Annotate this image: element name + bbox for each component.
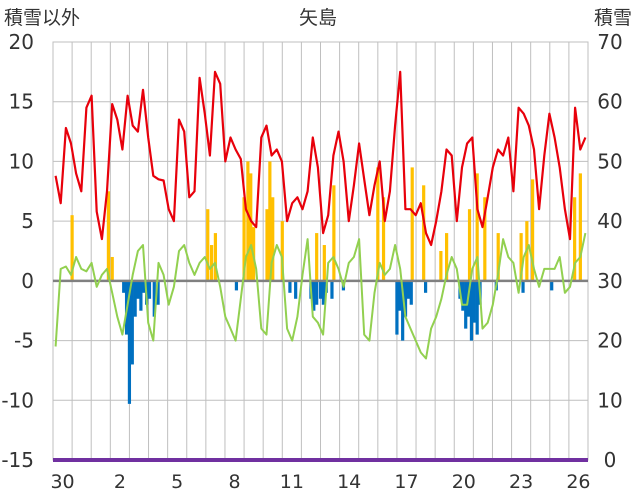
orange-bar <box>578 173 582 281</box>
x-tick-label: 8 <box>228 471 240 493</box>
blue-bar <box>521 280 525 293</box>
blue-bar <box>403 280 408 317</box>
orange-bar <box>249 173 253 281</box>
blue-bar <box>130 280 134 365</box>
orange-bar <box>496 233 500 281</box>
blue-bar <box>472 280 476 323</box>
chart-grid <box>52 41 589 461</box>
x-tick-label: 30 <box>50 471 74 493</box>
blue-bar <box>330 280 334 299</box>
orange-bar <box>106 191 111 281</box>
orange-bar <box>110 256 114 281</box>
orange-bar <box>445 233 449 281</box>
orange-bar <box>322 245 326 281</box>
blue-bar <box>152 280 156 317</box>
y-left-tick-label: 10 <box>9 149 34 173</box>
orange-bar <box>376 167 380 281</box>
orange-bar <box>381 197 386 281</box>
y-right-tick-label: 60 <box>597 90 622 114</box>
orange-bar <box>530 179 535 281</box>
blue-bar <box>398 280 402 311</box>
blue-bar <box>127 280 132 404</box>
blue-bar <box>133 280 137 317</box>
green-series-line <box>54 232 587 360</box>
blue-bar <box>122 280 126 293</box>
right-axis-label: 積雪 <box>594 7 632 29</box>
blue-bar <box>156 280 160 305</box>
y-left-tick-label: 15 <box>9 90 34 114</box>
orange-bar <box>439 251 443 281</box>
orange-bar <box>265 209 269 281</box>
x-tick-label: 2 <box>114 471 126 493</box>
red-series-line <box>54 70 587 247</box>
y-left-tick-label: 0 <box>21 269 34 293</box>
y-left-tick-label: -15 <box>1 448 34 472</box>
y-right-tick-label: 30 <box>597 269 622 293</box>
blue-bar <box>461 280 465 311</box>
orange-bar <box>410 167 414 281</box>
orange-bar <box>422 185 426 281</box>
blue-bar <box>321 280 325 305</box>
orange-bar <box>475 173 479 281</box>
blue-bar <box>550 280 554 291</box>
orange-bar <box>315 233 319 281</box>
x-tick-label: 26 <box>566 471 590 493</box>
orange-bar <box>271 197 275 281</box>
y-right-tick-label: 50 <box>597 149 622 173</box>
blue-bar <box>234 280 239 291</box>
y-left-tick-label: -5 <box>14 329 34 353</box>
orange-bar <box>467 209 472 281</box>
line-series <box>53 70 588 462</box>
blue-bar <box>423 280 428 293</box>
orange-bar <box>209 245 214 281</box>
x-tick-label: 5 <box>171 471 183 493</box>
blue-bar <box>395 280 399 335</box>
blue-bar <box>469 280 474 341</box>
y-left-tick-label: 20 <box>9 30 34 54</box>
blue-bar <box>139 280 143 311</box>
orange-bar <box>246 161 250 281</box>
orange-bar <box>519 233 523 281</box>
x-tick-label: 23 <box>509 471 533 493</box>
blue-bar <box>401 280 405 341</box>
blue-bar <box>312 280 316 311</box>
blue-bar <box>406 280 410 299</box>
orange-bar <box>268 161 272 281</box>
left-axis-label: 積雪以外 <box>4 7 80 29</box>
x-tick-label: 14 <box>337 471 361 493</box>
blue-bar <box>294 280 298 299</box>
orange-bar <box>206 209 210 281</box>
blue-bar <box>136 280 140 299</box>
y-left-tick-label: 5 <box>21 209 34 233</box>
orange-bar <box>280 221 284 281</box>
blue-bar <box>409 280 413 305</box>
orange-bar <box>573 197 577 281</box>
blue-bar <box>142 280 146 293</box>
blue-bar <box>288 280 292 293</box>
orange-bar <box>242 197 246 281</box>
orange-bar <box>483 197 487 281</box>
y-right-tick-label: 40 <box>597 209 622 233</box>
x-tick-label: 11 <box>280 471 304 493</box>
blue-bar <box>315 280 319 305</box>
orange-bar <box>213 233 218 281</box>
y-right-tick-label: 0 <box>604 448 617 472</box>
blue-bar <box>318 280 323 299</box>
y-right-tick-label: 70 <box>597 30 622 54</box>
y-right-tick-label: 20 <box>597 329 622 353</box>
chart-title: 矢島 <box>299 7 337 29</box>
y-left-tick-label: -10 <box>1 388 34 412</box>
orange-bar <box>332 185 336 281</box>
orange-bar <box>70 215 74 281</box>
x-tick-label: 20 <box>452 471 476 493</box>
blue-bar <box>475 280 479 335</box>
blue-bar <box>147 280 152 299</box>
x-tick-label: 17 <box>394 471 418 493</box>
y-right-tick-label: 10 <box>597 388 622 412</box>
